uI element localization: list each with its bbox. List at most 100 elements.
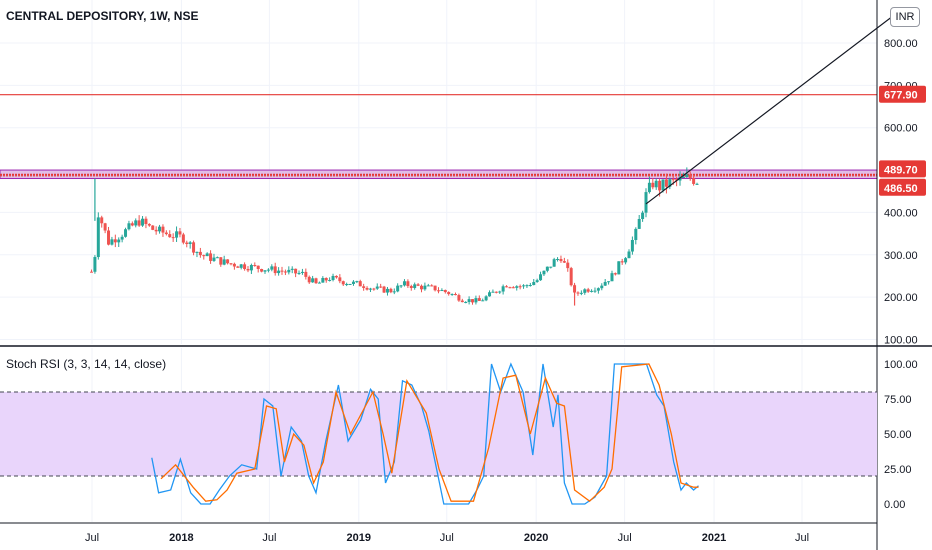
- candle-body: [627, 251, 631, 259]
- candle-body: [243, 264, 247, 270]
- candle-body: [246, 269, 250, 271]
- candle-body: [324, 277, 328, 281]
- candle-body: [542, 270, 546, 275]
- price-tick-label: 200.00: [884, 292, 918, 304]
- time-tick-label: Jul: [262, 532, 276, 544]
- candle-body: [222, 259, 226, 265]
- candle-body: [447, 292, 451, 295]
- candle-body: [389, 288, 393, 293]
- candle-body: [681, 177, 685, 179]
- candle-body: [113, 239, 117, 243]
- stoch-band: [0, 392, 877, 476]
- candle-body: [117, 239, 121, 243]
- candle-body: [505, 286, 509, 288]
- candle-body: [144, 218, 148, 224]
- candle-body: [402, 281, 406, 286]
- time-tick-label: Jul: [85, 532, 99, 544]
- candle-body: [294, 268, 298, 274]
- stoch-tick-label: 100.00: [884, 359, 918, 371]
- candle-body: [545, 266, 549, 271]
- candle-body: [198, 251, 202, 256]
- candle-body: [559, 259, 563, 262]
- candle-body: [127, 223, 131, 230]
- candle-body: [454, 294, 458, 296]
- candle-body: [232, 263, 236, 267]
- candle-body: [280, 270, 284, 272]
- candle-body: [630, 240, 634, 252]
- candle-body: [277, 270, 281, 274]
- candle-body: [168, 234, 172, 238]
- candle-body: [471, 299, 475, 303]
- candle-body: [610, 273, 614, 282]
- candle-body: [171, 237, 175, 239]
- candle-body: [188, 242, 192, 245]
- candle-body: [440, 290, 444, 292]
- chart-title: CENTRAL DEPOSITORY, 1W, NSE: [6, 9, 199, 23]
- candle-body: [205, 253, 209, 257]
- candle-body: [552, 259, 556, 267]
- price-tick-label: 400.00: [884, 207, 918, 219]
- candle-body: [141, 218, 145, 226]
- candle-body: [283, 271, 287, 273]
- candle-body: [219, 257, 223, 265]
- candle-body: [651, 182, 655, 188]
- candle-body: [532, 282, 536, 286]
- candle-body: [488, 292, 492, 297]
- candle-body: [331, 275, 335, 280]
- candle-body: [396, 285, 400, 292]
- candle-body: [511, 287, 515, 289]
- candle-body: [368, 288, 372, 290]
- candle-body: [195, 251, 199, 253]
- candle-body: [151, 225, 155, 230]
- candle-body: [362, 286, 366, 288]
- candle-body: [328, 279, 332, 281]
- candle-body: [321, 277, 325, 283]
- candle-body: [590, 290, 594, 292]
- candle-body: [93, 257, 97, 272]
- price-level-badge: [879, 160, 926, 178]
- candle-body: [596, 288, 600, 291]
- candle-body: [430, 285, 434, 287]
- candle-body: [256, 265, 260, 269]
- candle-body: [556, 259, 560, 261]
- candle-body: [192, 242, 196, 253]
- candle-body: [494, 291, 498, 293]
- candle-body: [175, 231, 179, 238]
- price-tick-label: 800.00: [884, 38, 918, 50]
- candle-body: [351, 281, 355, 284]
- candle-body: [239, 264, 243, 268]
- candle-body: [535, 280, 539, 283]
- price-level-badge: [879, 85, 926, 103]
- candle-body: [423, 285, 427, 290]
- candle-body: [348, 283, 352, 285]
- price-level-badge-label: 486.50: [884, 183, 918, 195]
- candle-body: [178, 231, 182, 235]
- candle-body: [416, 284, 420, 286]
- candle-body: [229, 263, 233, 265]
- candle-body: [477, 298, 481, 301]
- candle-body: [392, 291, 396, 293]
- candle-body: [566, 262, 570, 269]
- candle-body: [334, 275, 338, 278]
- candle-body: [644, 192, 648, 213]
- candle-body: [600, 285, 604, 289]
- candle-body: [481, 300, 485, 302]
- candle-body: [658, 180, 662, 191]
- stoch-tick-label: 25.00: [884, 464, 912, 476]
- candle-body: [661, 179, 665, 191]
- price-level-badge-label: 489.70: [884, 164, 918, 176]
- trendline: [645, 17, 892, 205]
- candle-body: [307, 276, 311, 283]
- candle-body: [586, 289, 590, 292]
- candle-body: [314, 278, 318, 284]
- stoch-tick-label: 75.00: [884, 394, 912, 406]
- time-tick-label: Jul: [795, 532, 809, 544]
- time-tick-label: 2019: [347, 532, 371, 544]
- candle-body: [385, 288, 389, 293]
- candle-body: [668, 179, 672, 187]
- currency-button[interactable]: INR: [890, 7, 920, 27]
- price-tick-label: 600.00: [884, 123, 918, 135]
- candle-body: [90, 271, 94, 273]
- candle-body: [617, 261, 621, 275]
- candle-body: [297, 272, 301, 274]
